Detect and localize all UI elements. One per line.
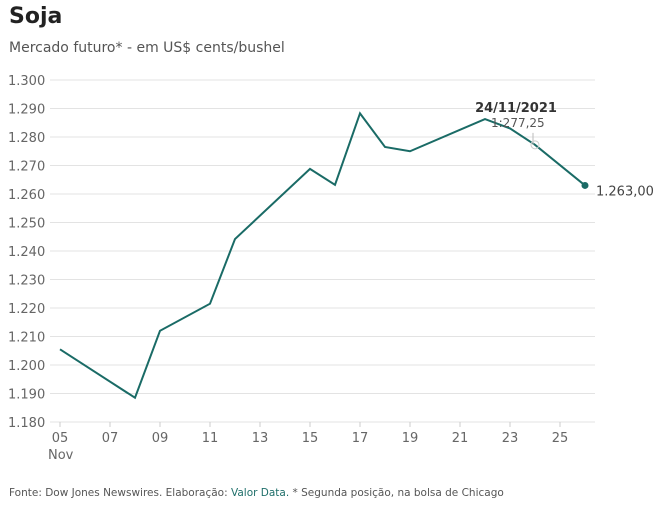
y-tick-label: 1.230 [8,274,45,289]
x-tick-label: 17 [352,431,369,446]
y-tick-label: 1.290 [8,103,45,118]
y-tick-label: 1.210 [8,331,45,346]
y-tick-label: 1.280 [8,131,45,146]
y-tick-label: 1.220 [8,302,45,317]
y-tick-label: 1.250 [8,217,45,232]
y-tick-label: 1.200 [8,359,45,374]
x-tick-label: 13 [252,431,269,446]
footnote: * Segunda posição, na bolsa de Chicago [289,487,504,499]
x-tick-label: 15 [302,431,319,446]
tooltip-value: 1:277,25 [491,116,545,130]
x-tick-label: 25 [552,431,569,446]
x-tick-sublabel: Nov [48,448,74,463]
y-tick-label: 1.270 [8,160,45,175]
last-point-marker [581,181,589,189]
line-chart: 1.180 1.190 1.200 1.210 1.220 1.230 1.240 1.250… [8,74,654,463]
footer: Fonte: Dow Jones Newswires. Elaboração: … [9,487,504,499]
x-tick-label: 07 [102,431,119,446]
x-tick-label: 21 [452,431,469,446]
tooltip-date: 24/11/2021 [475,101,557,116]
x-tick-label: 23 [502,431,519,446]
x-tick-label: 19 [402,431,419,446]
x-tick-label: 11 [202,431,219,446]
y-tick-label: 1.190 [8,388,45,403]
last-value-label: 1.263,00 [596,184,654,199]
y-tick-label: 1.260 [8,188,45,203]
chart-subtitle: Mercado futuro* - em US$ cents/bushel [9,40,285,56]
series-line [59,111,586,400]
x-tick-label: 09 [152,431,169,446]
valor-data-link[interactable]: Valor Data. [230,487,290,499]
x-tick-label: 05 [52,431,69,446]
source-text: Fonte: Dow Jones Newswires. Elaboração: [9,487,231,499]
y-tick-label: 1.300 [8,74,45,89]
tooltip-marker [530,140,540,150]
chart-title: Soja [9,4,63,29]
y-tick-label: 1.240 [8,245,45,260]
y-tick-label: 1.180 [8,416,45,431]
